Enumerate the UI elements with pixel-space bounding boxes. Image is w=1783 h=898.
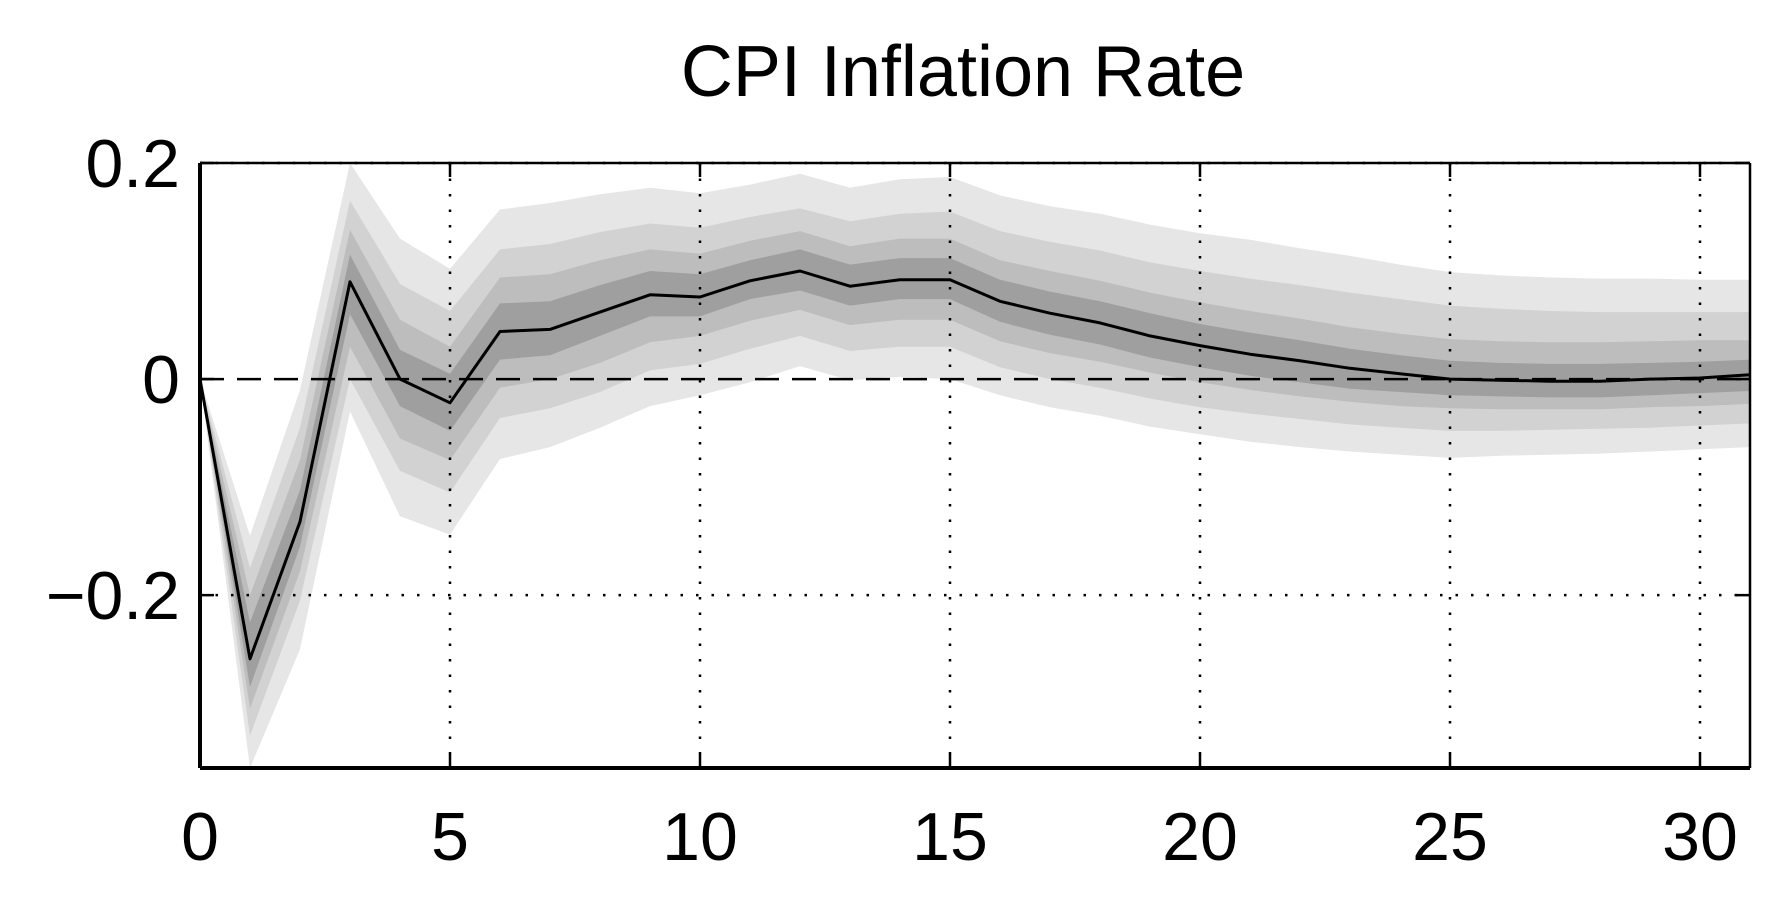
- confidence-bands: [200, 163, 1750, 768]
- y-tick-label: 0.2: [85, 126, 180, 202]
- axes: [198, 161, 1752, 770]
- chart-title: CPI Inflation Rate: [681, 32, 1245, 112]
- x-tick-label: 5: [431, 799, 469, 875]
- confidence-band-4: [200, 249, 1750, 687]
- confidence-band-3: [200, 230, 1750, 709]
- median-line: [198, 269, 1751, 661]
- x-tick-label: 25: [1412, 799, 1488, 875]
- x-tick-label: 0: [181, 799, 219, 875]
- y-tick-label: −0.2: [46, 558, 180, 634]
- x-tick-label: 20: [1162, 799, 1238, 875]
- x-tick-label: 30: [1662, 799, 1738, 875]
- y-tick-label: 0: [142, 342, 180, 418]
- tick-labels: 0 5 10 15 20 25 30 −0.2 0 0.2: [46, 126, 1738, 875]
- median-series: [198, 269, 1751, 661]
- x-tick-label: 10: [662, 799, 738, 875]
- x-tick-label: 15: [912, 799, 988, 875]
